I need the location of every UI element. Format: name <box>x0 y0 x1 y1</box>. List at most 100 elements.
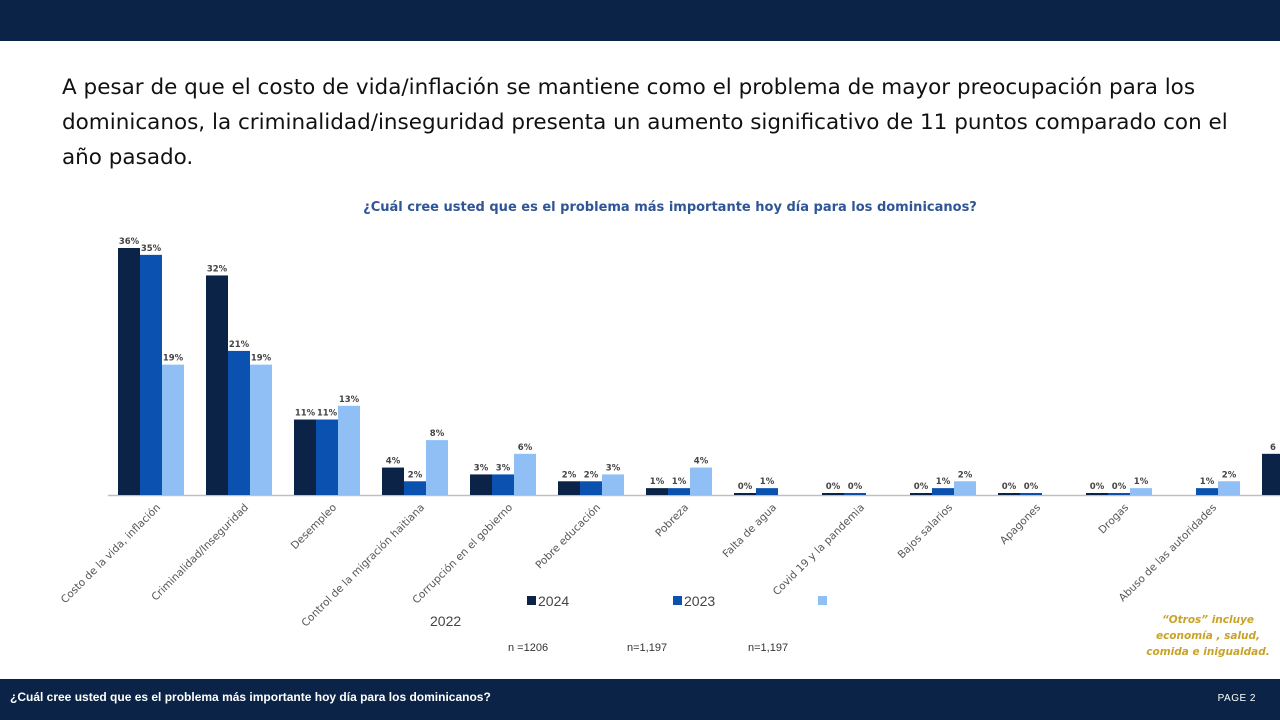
bar-2024 <box>558 481 580 495</box>
data-label: 0% <box>1024 482 1039 492</box>
bar-2024 <box>1262 453 1280 495</box>
data-label: 32% <box>207 264 228 274</box>
data-label: 0% <box>1090 482 1105 492</box>
data-label: 1% <box>1200 477 1215 487</box>
bar-2024 <box>910 493 932 495</box>
bar-2023 <box>228 350 250 495</box>
data-label: 0% <box>738 482 753 492</box>
legend-label: 2024 <box>538 593 569 609</box>
bar-2024 <box>206 275 228 495</box>
bar-2023 <box>140 254 162 495</box>
bar-2022 <box>162 364 184 495</box>
bar-2024 <box>646 488 668 495</box>
legend-label: 2023 <box>684 593 715 609</box>
bar-2023 <box>580 481 602 495</box>
data-label: 3% <box>606 463 621 473</box>
category-label: Costo de la vida, inflación <box>59 502 163 606</box>
bar-2022 <box>250 364 272 495</box>
data-label: 13% <box>339 395 360 405</box>
category-label: Pobre educación <box>533 502 603 572</box>
bar-2024 <box>382 467 404 495</box>
legend-label: 2022 <box>430 613 461 629</box>
bar-2023 <box>1020 493 1042 495</box>
chart-title: ¿Cuál cree usted que es el problema más … <box>363 200 977 215</box>
data-label: 36% <box>119 237 140 247</box>
category-label: Desempleo <box>289 502 339 552</box>
data-label: 4% <box>694 457 709 467</box>
bar-2023 <box>756 488 778 495</box>
data-label: 6 <box>1270 443 1276 453</box>
data-label: 1% <box>1134 477 1149 487</box>
bar-2023 <box>316 419 338 495</box>
category-label: Pobreza <box>653 502 691 540</box>
data-label: 0% <box>1002 482 1017 492</box>
bar-2022 <box>954 481 976 495</box>
bar-2022 <box>690 467 712 495</box>
category-label: Criminalidad/Inseguridad <box>149 502 251 604</box>
bar-2023 <box>932 488 954 495</box>
footer-question: ¿Cuál cree usted que es el problema más … <box>10 690 491 704</box>
footer: ¿Cuál cree usted que es el problema más … <box>0 679 1280 720</box>
data-label: 2% <box>1222 470 1237 480</box>
data-label: 35% <box>141 244 162 254</box>
bar-2023 <box>668 488 690 495</box>
bar-2023 <box>492 474 514 495</box>
bar-2023 <box>1196 488 1218 495</box>
bar-2022 <box>514 453 536 495</box>
data-label: 19% <box>163 354 184 364</box>
category-label: Bajos salarios <box>896 502 956 562</box>
data-label: 21% <box>229 340 250 350</box>
bar-2023 <box>1108 493 1130 495</box>
data-label: 1% <box>936 477 951 487</box>
legend-swatch-2023 <box>673 596 682 605</box>
bar-2024 <box>470 474 492 495</box>
bar-2023 <box>844 493 866 495</box>
data-label: 4% <box>386 457 401 467</box>
data-label: 3% <box>496 463 511 473</box>
sample-size-2022: n=1,197 <box>748 642 789 654</box>
bar-2022 <box>338 405 360 495</box>
bar-2022 <box>602 474 624 495</box>
data-label: 6% <box>518 443 533 453</box>
data-label: 11% <box>317 409 338 419</box>
bar-2024 <box>1086 493 1108 495</box>
top-bar <box>0 0 1280 41</box>
data-label: 0% <box>826 482 841 492</box>
data-label: 2% <box>408 470 423 480</box>
category-label: Apagones <box>998 502 1043 547</box>
data-label: 1% <box>672 477 687 487</box>
bar-2022 <box>1130 488 1152 495</box>
data-label: 2% <box>584 470 599 480</box>
sample-size-2024: n =1206 <box>508 642 549 654</box>
category-label: Falta de agua <box>720 502 779 561</box>
headline: A pesar de que el costo de vida/inflació… <box>62 75 1228 170</box>
data-label: 2% <box>958 470 973 480</box>
bar-2022 <box>1218 481 1240 495</box>
bar-2023 <box>404 481 426 495</box>
bar-chart: 36%35% 19% Costo de la vida, inflación 32% 2… <box>59 237 1280 629</box>
data-label: 3% <box>474 463 489 473</box>
data-label: 0% <box>848 482 863 492</box>
legend-swatch-2024 <box>527 596 536 605</box>
bar-2024 <box>822 493 844 495</box>
data-label: 1% <box>650 477 665 487</box>
data-label: 0% <box>1112 482 1127 492</box>
bar-2024 <box>734 493 756 495</box>
category-label: Drogas <box>1096 502 1131 537</box>
legend-swatch-2022 <box>818 596 827 605</box>
category-label: Corrupción en el gobierno <box>410 502 515 607</box>
data-label: 0% <box>914 482 929 492</box>
data-label: 8% <box>430 429 445 439</box>
data-label: 11% <box>295 409 316 419</box>
data-label: 2% <box>562 470 577 480</box>
bar-2024 <box>118 248 140 495</box>
category-label: Abuso de las autoridades <box>1117 502 1219 604</box>
otros-note: “Otros” incluye economía , salud, comida… <box>1146 614 1270 658</box>
data-label: 1% <box>760 477 775 487</box>
bar-2022 <box>426 440 448 495</box>
bar-2024 <box>998 493 1020 495</box>
category-label: Covid 19 y la pandemia <box>771 502 867 598</box>
data-label: 19% <box>251 354 272 364</box>
page-number: PAGE 2 <box>1217 693 1256 704</box>
bar-2024 <box>294 419 316 495</box>
